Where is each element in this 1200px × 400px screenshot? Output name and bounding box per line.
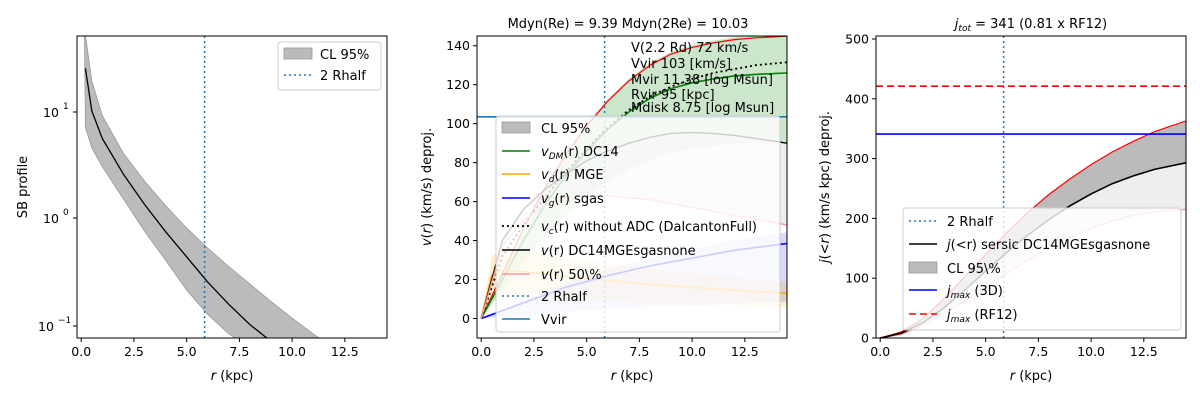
annotations: V(2.2 Rd) 72 km/s Vvir 103 [km/s] Mvir 1… <box>631 41 774 116</box>
xtick-label: 10.0 <box>1077 344 1105 359</box>
y-ticks: 10 −1 10 0 10 1 <box>38 102 77 334</box>
legend-label-rhalf: 2 Rhalf <box>947 215 993 230</box>
xtick-label: 2.5 <box>923 344 943 359</box>
xtick-label: 7.5 <box>629 344 649 359</box>
chart-title: Mdyn(Re) = 9.39 Mdyn(2Re) = 10.03 <box>508 17 749 32</box>
x-axis-label: r (kpc) <box>611 369 654 384</box>
ytick-label: 400 <box>845 91 869 106</box>
ytick-label: 100 <box>845 271 869 286</box>
ytick-label: 20 <box>454 272 470 287</box>
y-axis-label: v(r) (km/s) deproj. <box>420 128 435 246</box>
chart-title: jtot = 341 (0.81 x RF12) <box>953 17 1107 34</box>
axes-frame <box>76 35 388 339</box>
ytick-label: 0 <box>861 331 869 346</box>
ytick-label: 200 <box>845 211 869 226</box>
legend-label-vd: vd(r) MGE <box>541 168 604 185</box>
annotation-vvir: Vvir 103 [km/s] <box>631 57 731 72</box>
y-ticks: 0 100 200 300 400 500 <box>845 31 876 346</box>
ytick-label: 80 <box>454 155 470 170</box>
ytick-exponent: 0 <box>63 208 69 218</box>
annotation-mvir: Mvir 11.38 [log Msun] <box>631 73 773 88</box>
x-axis-label: r (kpc) <box>1010 369 1053 384</box>
legend-label-rhalf: 2 Rhalf <box>320 69 366 84</box>
legend: CL 95% vDM(r) DC14 vd(r) MGE vg(r) sgas … <box>495 115 781 333</box>
xtick-label: 12.5 <box>1130 344 1158 359</box>
ytick-label: 500 <box>845 31 869 46</box>
legend: CL 95% 2 Rhalf <box>277 41 382 91</box>
legend-label-cl: CL 95\% <box>947 262 1001 277</box>
vc-line <box>480 61 787 319</box>
panel-angular-momentum: 0.0 2.5 5.0 7.5 10.0 12.5 0 100 200 300 400 500 jt… <box>818 17 1187 384</box>
y-ticks: 0 20 40 60 80 100 120 140 <box>446 38 477 326</box>
xtick-label: 7.5 <box>1028 344 1048 359</box>
xtick-label: 5.0 <box>177 344 197 359</box>
ytick-label: 40 <box>454 233 470 248</box>
xtick-label: 12.5 <box>331 344 359 359</box>
ytick-exponent: 1 <box>63 102 69 112</box>
sb-profile-line <box>84 68 268 338</box>
legend-swatch-cl <box>283 47 313 60</box>
legend-label-cl: CL 95% <box>320 48 369 63</box>
xtick-label: 2.5 <box>124 344 144 359</box>
xtick-label: 10.0 <box>278 344 306 359</box>
legend-label-cl: CL 95% <box>541 122 590 137</box>
legend-swatch-cl <box>501 121 531 134</box>
legend-label-vvir: Vvir <box>541 313 567 328</box>
y-axis-label: j(<r) (km/s kpc) deproj. <box>818 111 833 265</box>
legend-label-vdm: vDM(r) DC14 <box>541 145 619 162</box>
annotation-v22: V(2.2 Rd) 72 km/s <box>631 41 749 56</box>
xtick-label: 5.0 <box>976 344 996 359</box>
legend-label-vc: vc(r) without ADC (DalcantonFull) <box>541 220 757 237</box>
legend-label-vtotal: v(r) DC14MGEsgasnone <box>541 244 696 259</box>
xtick-label: 2.5 <box>524 344 544 359</box>
ytick-label: 10 <box>43 211 59 226</box>
y-axis-label: SB profile <box>16 156 31 218</box>
ytick-label: 100 <box>446 116 470 131</box>
annotation-mdisk: Mdisk 8.75 [log Msun] <box>631 101 774 116</box>
legend-label-rhalf: 2 Rhalf <box>541 290 587 305</box>
ytick-label: 10 <box>43 105 59 120</box>
axes-frame <box>476 35 788 339</box>
xtick-label: 7.5 <box>229 344 249 359</box>
legend-swatch-cl <box>908 261 938 274</box>
panel-rotation-curve: 0.0 2.5 5.0 7.5 10.0 12.5 020406080100120140 … <box>420 17 788 384</box>
x-ticks: 0.0 2.5 5.0 7.5 10.0 12.5 <box>471 338 759 359</box>
annotation-rvir: Rvir 95 [kpc] <box>631 88 715 103</box>
dm-cl-band <box>481 36 787 319</box>
x-ticks: 0.0 2.5 5.0 7.5 10.0 12.5 <box>71 338 359 359</box>
ytick-label: 300 <box>845 151 869 166</box>
xtick-label: 5.0 <box>577 344 597 359</box>
x-axis-label: r (kpc) <box>211 369 254 384</box>
xtick-label: 0.0 <box>471 344 491 359</box>
legend-label-jmax-3d: jmax (3D) <box>945 284 1003 301</box>
xtick-label: 0.0 <box>71 344 91 359</box>
axes-frame <box>875 35 1187 339</box>
ytick-exponent: −1 <box>58 316 71 326</box>
legend: 2 Rhalf j(<r) sersic DC14MGEsgasnone CL … <box>902 207 1182 331</box>
xtick-label: 0.0 <box>870 344 890 359</box>
legend-label-jmax-rf12: jmax (RF12) <box>945 308 1018 325</box>
ytick-label: 10 <box>38 319 54 334</box>
sb-cl95-band <box>84 36 321 338</box>
x-ticks: 0.0 2.5 5.0 7.5 10.0 12.5 <box>870 338 1158 359</box>
xtick-label: 10.0 <box>678 344 706 359</box>
legend-label-v50: v(r) 50\% <box>541 268 602 283</box>
ytick-label: 140 <box>446 38 470 53</box>
ytick-label: 60 <box>454 194 470 209</box>
legend-label-j: j(<r) sersic DC14MGEsgasnone <box>945 238 1150 253</box>
ytick-label: 0 <box>462 311 470 326</box>
xtick-label: 12.5 <box>731 344 759 359</box>
ytick-label: 120 <box>446 77 470 92</box>
panel-sb-profile: 0.0 2.5 5.0 7.5 10.0 12.5 10 −1 10 0 10 1 SB … <box>16 35 388 384</box>
legend-label-vg: vg(r) sgas <box>541 192 604 209</box>
